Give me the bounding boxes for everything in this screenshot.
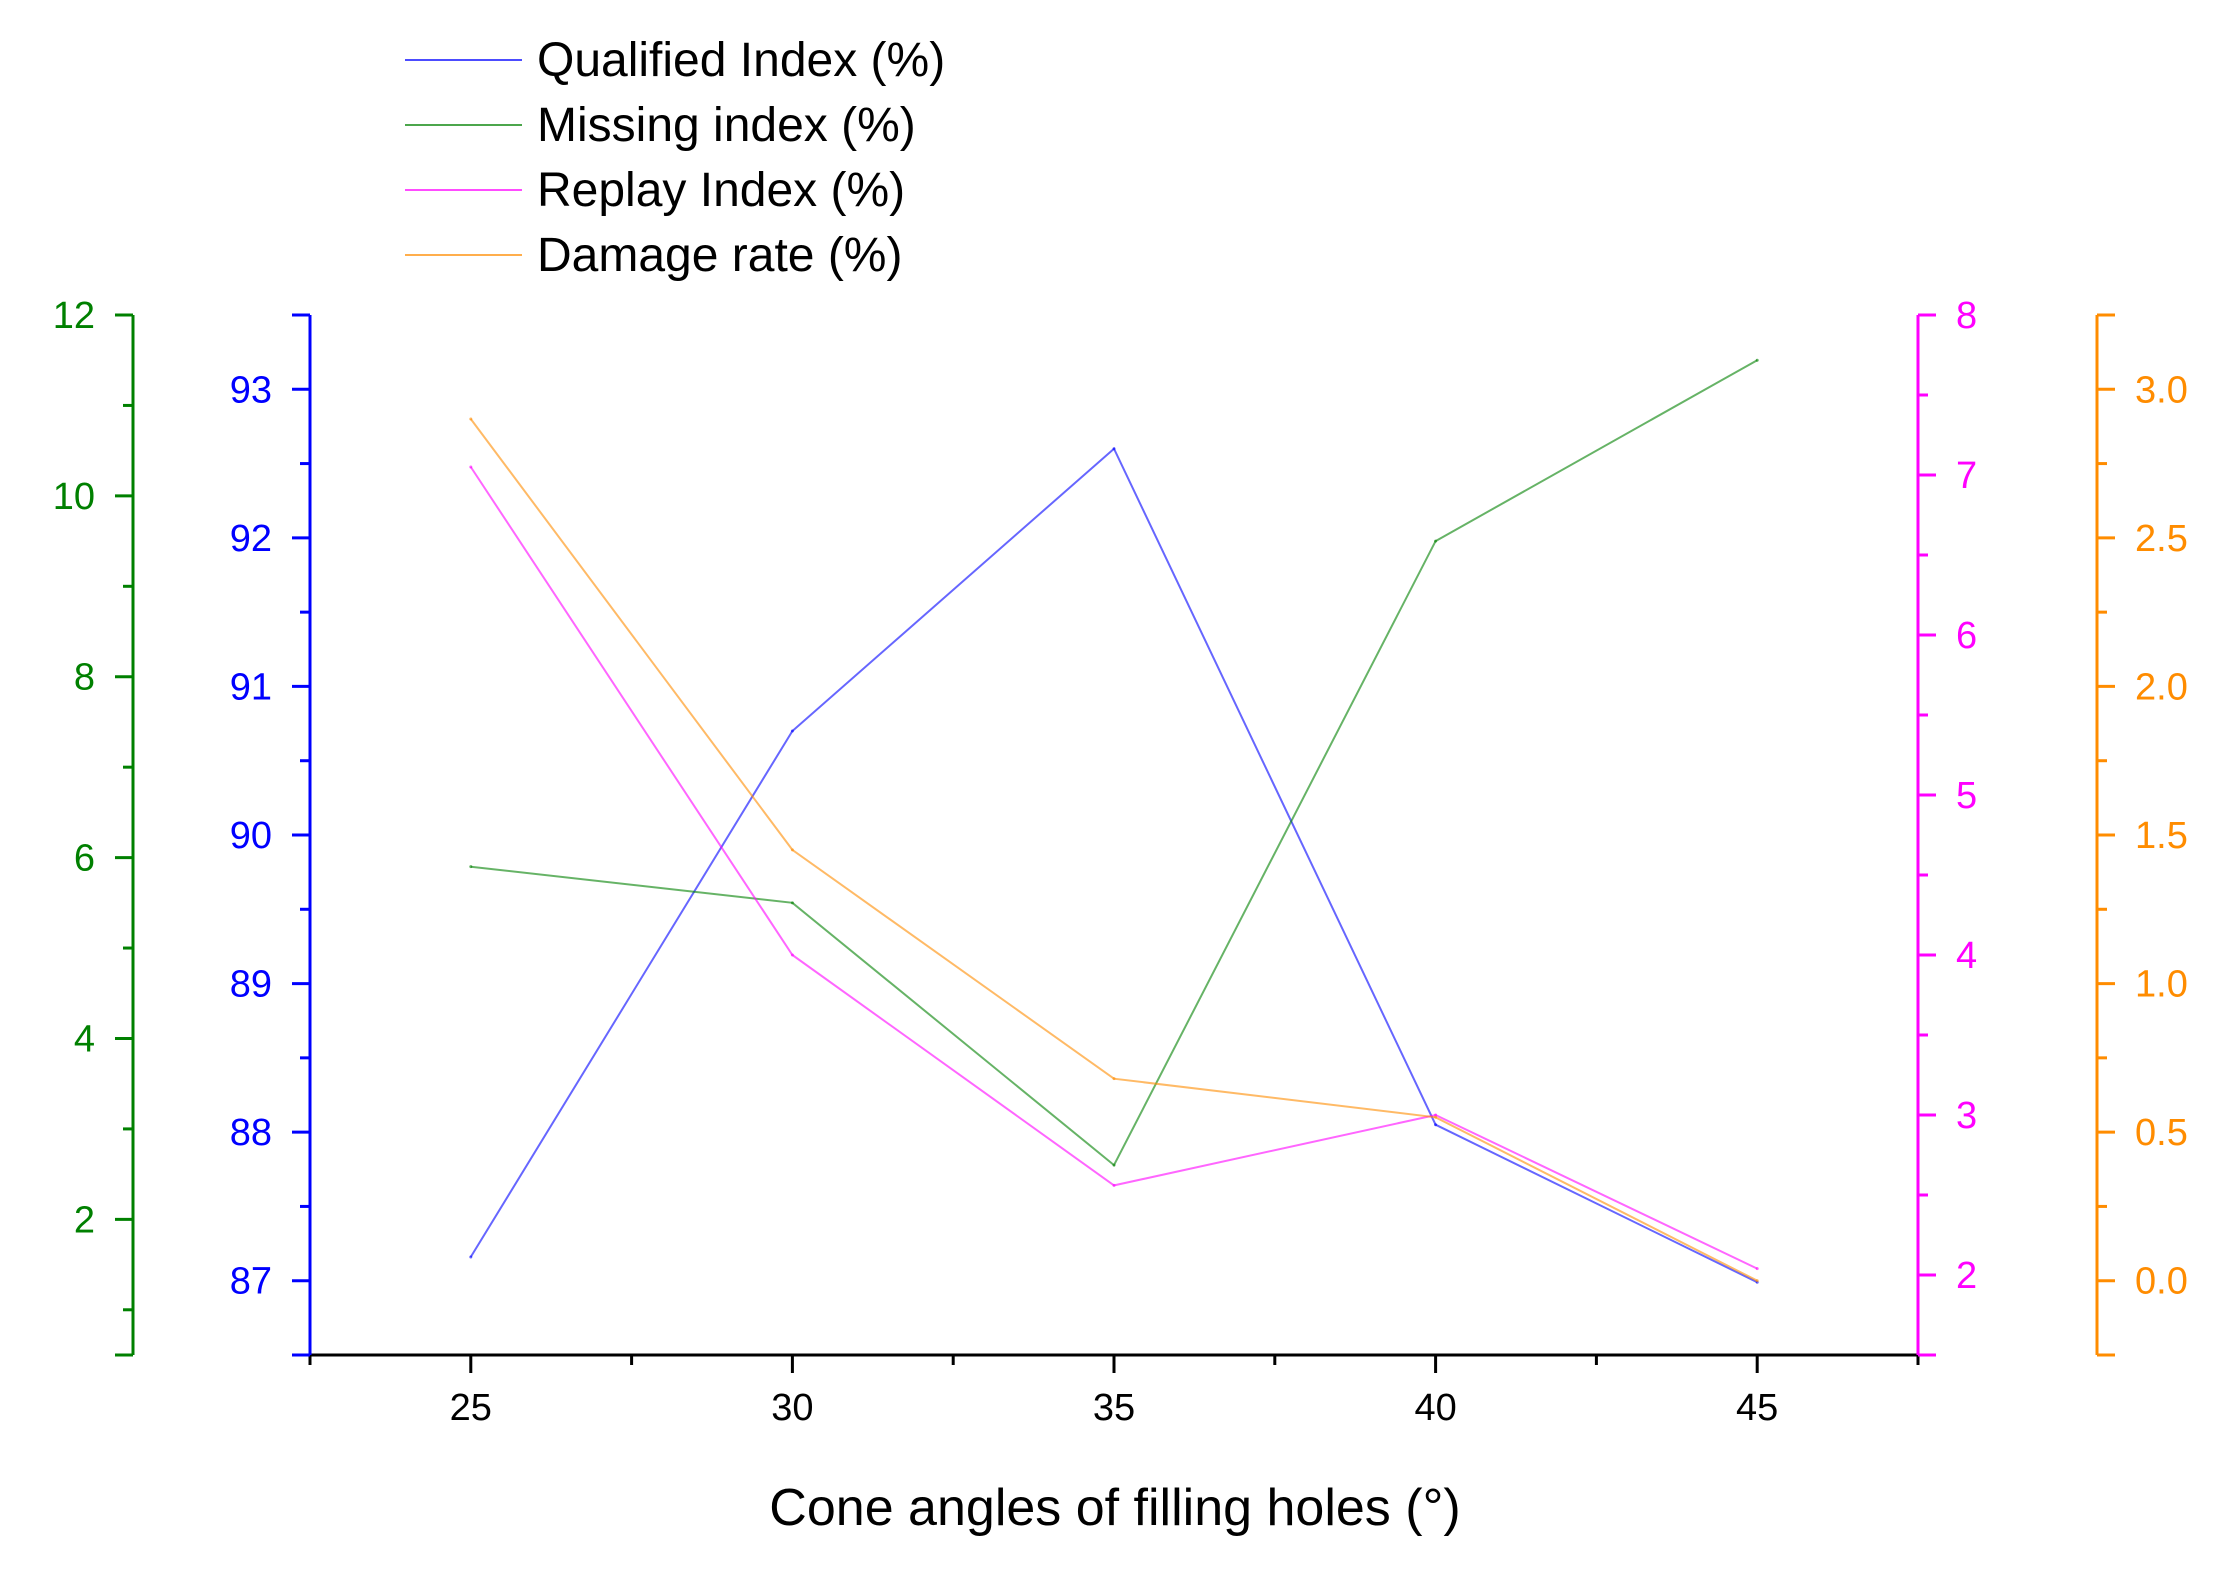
- data-point-replay: [469, 465, 473, 469]
- qualified-tick-label: 92: [230, 518, 272, 560]
- data-point-damage: [1112, 1077, 1116, 1081]
- qualified-tick-label: 89: [230, 964, 272, 1006]
- replay-tick-label: 7: [1956, 455, 1977, 497]
- damage-tick-label: 2.0: [2135, 666, 2188, 708]
- qualified-tick-label: 90: [230, 815, 272, 857]
- data-point-damage: [1755, 1279, 1759, 1283]
- damage-tick-label: 1.0: [2135, 964, 2188, 1006]
- x-tick-label: 30: [771, 1387, 813, 1429]
- data-point-replay: [1112, 1183, 1116, 1187]
- data-point-damage: [469, 417, 473, 421]
- legend-label-missing: Missing index (%): [537, 99, 916, 152]
- data-point-missing: [1112, 1163, 1116, 1167]
- x-tick-label: 40: [1414, 1387, 1456, 1429]
- damage-tick-label: 2.5: [2135, 518, 2188, 560]
- missing-tick-label: 6: [74, 838, 95, 880]
- qualified-tick-label: 88: [230, 1112, 272, 1154]
- data-point-replay: [1434, 1113, 1438, 1117]
- x-tick-label: 35: [1093, 1387, 1135, 1429]
- qualified-tick-label: 93: [230, 369, 272, 411]
- replay-tick-label: 3: [1956, 1095, 1977, 1137]
- missing-tick-label: 10: [53, 476, 95, 518]
- damage-tick-label: 1.5: [2135, 815, 2188, 857]
- series-line-replay: [469, 466, 1758, 1270]
- replay-tick-label: 6: [1956, 615, 1977, 657]
- x-axis-title: Cone angles of filling holes (°): [769, 1479, 1460, 1537]
- x-tick-label: 45: [1736, 1387, 1778, 1429]
- data-point-qualified: [1112, 447, 1116, 451]
- replay-tick-label: 4: [1956, 935, 1977, 977]
- replay-tick-label: 5: [1956, 775, 1977, 817]
- series-line-qualified: [469, 447, 1758, 1284]
- data-point-missing: [1434, 539, 1438, 543]
- data-point-qualified: [1434, 1123, 1438, 1127]
- legend-label-qualified: Qualified Index (%): [537, 34, 945, 87]
- series-lines: [469, 358, 1759, 1284]
- data-point-replay: [790, 953, 794, 957]
- damage-tick-label: 0.0: [2135, 1261, 2188, 1303]
- missing-tick-label: 4: [74, 1018, 95, 1060]
- damage-tick-label: 0.5: [2135, 1112, 2188, 1154]
- legend-label-damage: Damage rate (%): [537, 229, 902, 282]
- data-point-missing: [790, 901, 794, 905]
- data-point-qualified: [469, 1255, 473, 1259]
- data-point-replay: [1755, 1267, 1759, 1271]
- damage-tick-label: 3.0: [2135, 369, 2188, 411]
- replay-tick-label: 2: [1956, 1255, 1977, 1297]
- data-point-missing: [469, 865, 473, 869]
- qualified-tick-label: 87: [230, 1261, 272, 1303]
- legend-label-replay: Replay Index (%): [537, 164, 905, 217]
- series-line-missing: [470, 359, 1758, 1167]
- missing-tick-label: 8: [74, 657, 95, 699]
- replay-tick-label: 8: [1956, 295, 1977, 337]
- legend: Qualified Index (%) Missing index (%) Repl…: [405, 34, 945, 282]
- data-point-qualified: [790, 729, 794, 733]
- series-line-damage: [469, 418, 1758, 1282]
- axes: 25 30 35 40 45246810128788899091929323456780…: [53, 295, 2188, 1429]
- data-point-damage: [790, 848, 794, 852]
- missing-tick-label: 2: [74, 1199, 95, 1241]
- missing-tick-label: 12: [53, 295, 95, 337]
- data-point-damage: [1434, 1115, 1438, 1119]
- x-tick-label: 25: [450, 1387, 492, 1429]
- data-point-missing: [1755, 358, 1759, 362]
- qualified-tick-label: 91: [230, 666, 272, 708]
